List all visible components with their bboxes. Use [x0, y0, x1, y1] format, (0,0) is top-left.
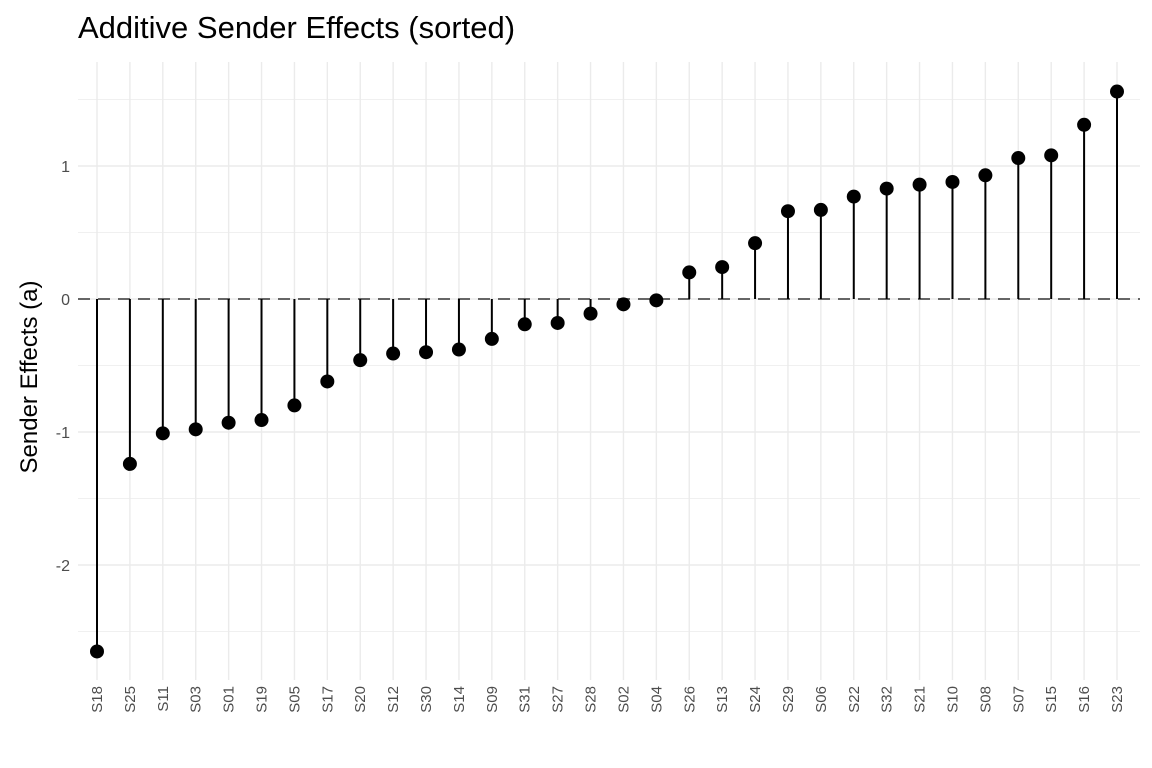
- y-tick-label: 0: [61, 292, 70, 309]
- lollipop-point-s18: [90, 644, 104, 659]
- lollipop-point-s17: [320, 374, 335, 389]
- lollipop-point-s19: [254, 413, 269, 428]
- x-tick-label-s29: S29: [780, 686, 797, 713]
- lollipop-point-s30: [419, 345, 434, 360]
- x-tick-label-s16: S16: [1076, 686, 1093, 713]
- x-tick-label-s17: S17: [319, 686, 336, 713]
- lollipop-point-s23: [1110, 84, 1124, 99]
- lollipop-point-s20: [353, 353, 368, 368]
- lollipop-point-s26: [682, 265, 697, 280]
- x-tick-label-s20: S20: [352, 686, 369, 713]
- y-tick-labels: -2 -1 0 1: [56, 159, 70, 575]
- x-tick-label-s28: S28: [583, 686, 600, 713]
- x-tick-label-s32: S32: [879, 686, 896, 713]
- lollipop-point-s27: [550, 315, 565, 330]
- y-axis-title: Sender Effects (a): [16, 281, 43, 474]
- y-tick-label: 1: [61, 159, 70, 176]
- x-tick-label-s07: S07: [1010, 686, 1027, 713]
- x-tick-label-s15: S15: [1043, 686, 1060, 713]
- x-tick-label-s06: S06: [813, 686, 830, 713]
- lollipop-point-s21: [912, 177, 927, 192]
- lollipop-point-s24: [748, 236, 763, 251]
- x-tick-label-s19: S19: [254, 686, 271, 713]
- x-tick-label-s26: S26: [681, 686, 698, 713]
- x-tick-label-s05: S05: [286, 686, 303, 713]
- lollipop-point-s09: [484, 331, 499, 346]
- lollipop-point-s29: [780, 204, 795, 219]
- lollipop-point-s08: [978, 168, 993, 183]
- lollipop-point-s25: [122, 456, 137, 471]
- x-tick-label-s04: S04: [648, 686, 665, 713]
- x-tick-labels: S18 S25 S11 S03 S01 S19 S05 S17 S20 S12 S30 S14 S09 S…: [89, 686, 1126, 713]
- lollipop-point-s10: [945, 174, 960, 189]
- x-tick-label-s11: S11: [155, 686, 172, 712]
- lollipop-point-s22: [846, 189, 861, 204]
- x-tick-label-s08: S08: [977, 686, 994, 713]
- lollipop-point-s28: [583, 306, 598, 321]
- lollipop-point-s07: [1011, 151, 1026, 166]
- x-tick-label-s27: S27: [550, 686, 567, 713]
- x-tick-label-s13: S13: [714, 686, 731, 713]
- stem-layer: [96, 91, 1118, 652]
- lollipop-point-s12: [386, 346, 401, 361]
- lollipop-point-s06: [813, 202, 828, 217]
- lollipop-point-s31: [517, 317, 532, 332]
- lollipop-point-s01: [221, 415, 236, 430]
- x-tick-label-s03: S03: [188, 686, 205, 713]
- lollipop-point-s11: [155, 426, 170, 441]
- lollipop-point-s15: [1044, 148, 1059, 163]
- lollipop-point-s14: [451, 342, 466, 357]
- x-tick-label-s02: S02: [615, 686, 632, 713]
- lollipop-point-s16: [1077, 117, 1092, 132]
- chart-title: Additive Sender Effects (sorted): [78, 10, 516, 45]
- x-tick-label-s22: S22: [846, 686, 863, 713]
- x-tick-label-s30: S30: [418, 686, 435, 713]
- x-tick-label-s25: S25: [122, 686, 139, 713]
- x-tick-label-s12: S12: [385, 686, 402, 713]
- x-tick-label-s24: S24: [747, 686, 764, 713]
- x-tick-label-s18: S18: [89, 686, 106, 713]
- x-tick-label-s10: S10: [944, 686, 961, 713]
- lollipop-point-s32: [879, 181, 894, 196]
- y-tick-label: -2: [56, 558, 70, 575]
- x-tick-label-s01: S01: [221, 686, 238, 713]
- lollipop-point-s04: [649, 293, 664, 308]
- grid-layer: [78, 62, 1140, 680]
- lollipop-point-s03: [188, 422, 203, 437]
- x-tick-label-s21: S21: [912, 686, 929, 713]
- lollipop-point-s02: [616, 297, 631, 312]
- x-tick-label-s23: S23: [1109, 686, 1126, 713]
- x-tick-label-s09: S09: [484, 686, 501, 713]
- y-tick-label: -1: [56, 425, 70, 442]
- x-tick-label-s31: S31: [517, 686, 534, 713]
- x-tick-label-s14: S14: [451, 686, 468, 713]
- lollipop-point-s13: [715, 260, 730, 275]
- point-layer: [90, 84, 1124, 659]
- lollipop-point-s05: [287, 398, 302, 413]
